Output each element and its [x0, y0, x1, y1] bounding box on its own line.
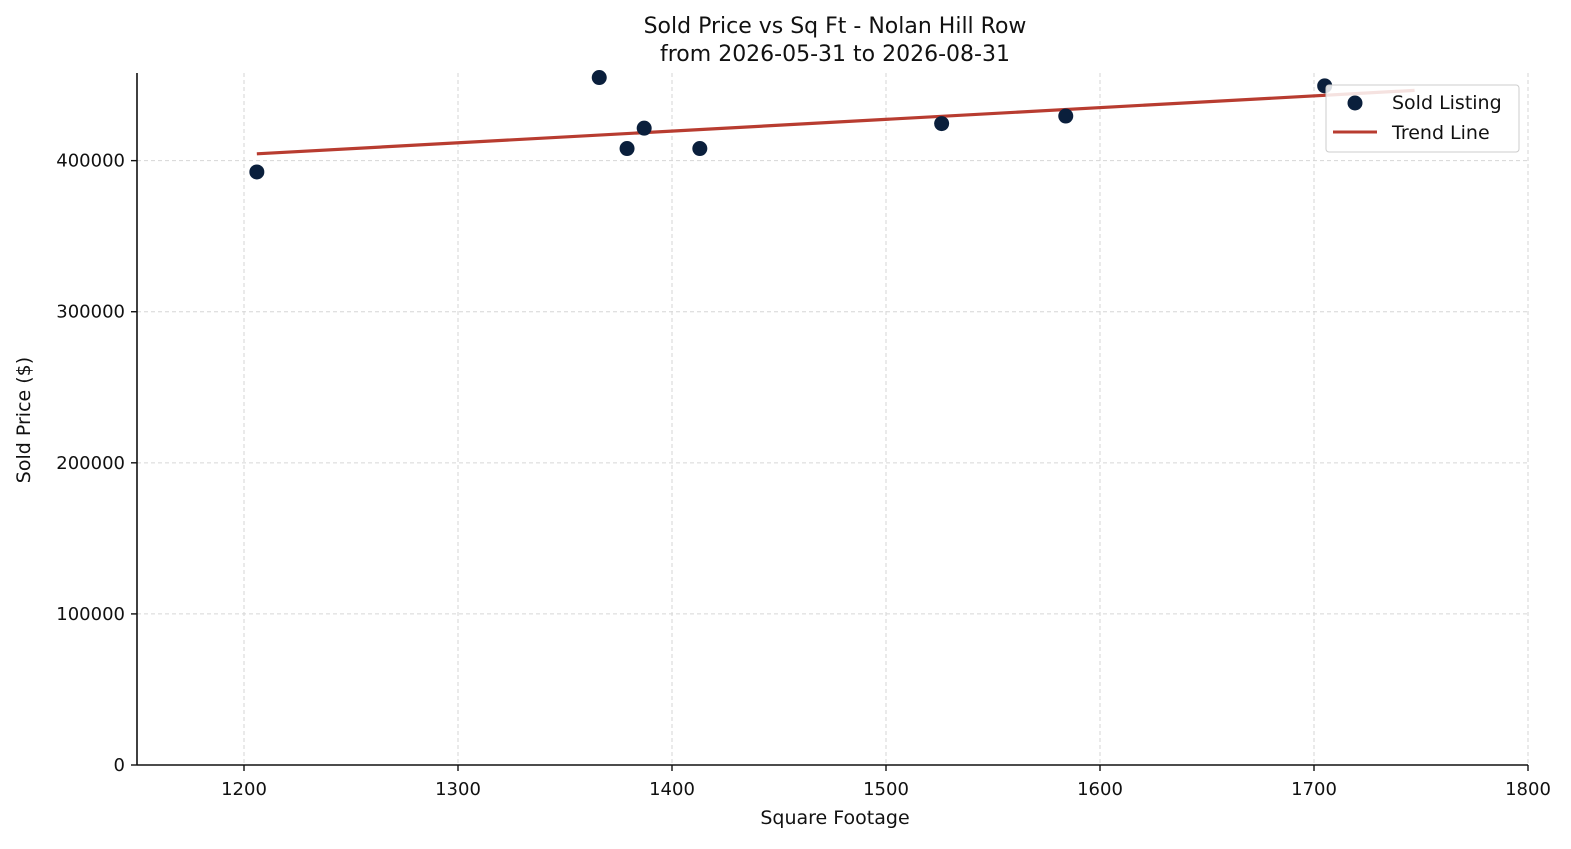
data-point: [249, 164, 265, 180]
trend-line: [256, 88, 1415, 156]
axes: [136, 73, 1528, 766]
y-tick-label: 0: [114, 755, 125, 776]
x-tick-label: 1400: [649, 779, 695, 800]
chart-title: Sold Price vs Sq Ft - Nolan Hill Row: [644, 14, 1027, 39]
x-tick-label: 1200: [221, 779, 267, 800]
y-tick-label: 200000: [56, 453, 125, 474]
grid: [137, 73, 1529, 765]
x-tick-label: 1600: [1077, 779, 1123, 800]
trend-line-layer: [256, 88, 1415, 156]
data-point: [692, 141, 708, 157]
legend: Sold Listing Trend Line: [1325, 84, 1520, 153]
data-point: [1058, 108, 1074, 124]
legend-box: [1325, 84, 1520, 153]
data-point: [619, 141, 635, 157]
legend-label-sold-listing: Sold Listing: [1392, 92, 1502, 114]
x-tick-label: 1500: [863, 779, 909, 800]
legend-label-trend-line: Trend Line: [1391, 122, 1490, 144]
x-axis-label: Square Footage: [760, 807, 909, 829]
data-point: [636, 120, 652, 136]
legend-marker-sold-listing: [1347, 95, 1363, 111]
y-tick-label: 300000: [56, 302, 125, 323]
x-tick-label: 1700: [1291, 779, 1337, 800]
ticks: 1200 1300 1400 1500 1600 1700 1800 0 100000 20000…: [56, 151, 1551, 800]
y-tick-label: 400000: [56, 151, 125, 172]
x-tick-label: 1800: [1505, 779, 1551, 800]
y-tick-label: 100000: [56, 604, 125, 625]
y-axis-label: Sold Price ($): [13, 357, 35, 483]
data-point: [934, 116, 950, 132]
x-tick-label: 1300: [435, 779, 481, 800]
chart-subtitle: from 2026-05-31 to 2026-08-31: [660, 42, 1010, 67]
data-point: [591, 70, 607, 86]
